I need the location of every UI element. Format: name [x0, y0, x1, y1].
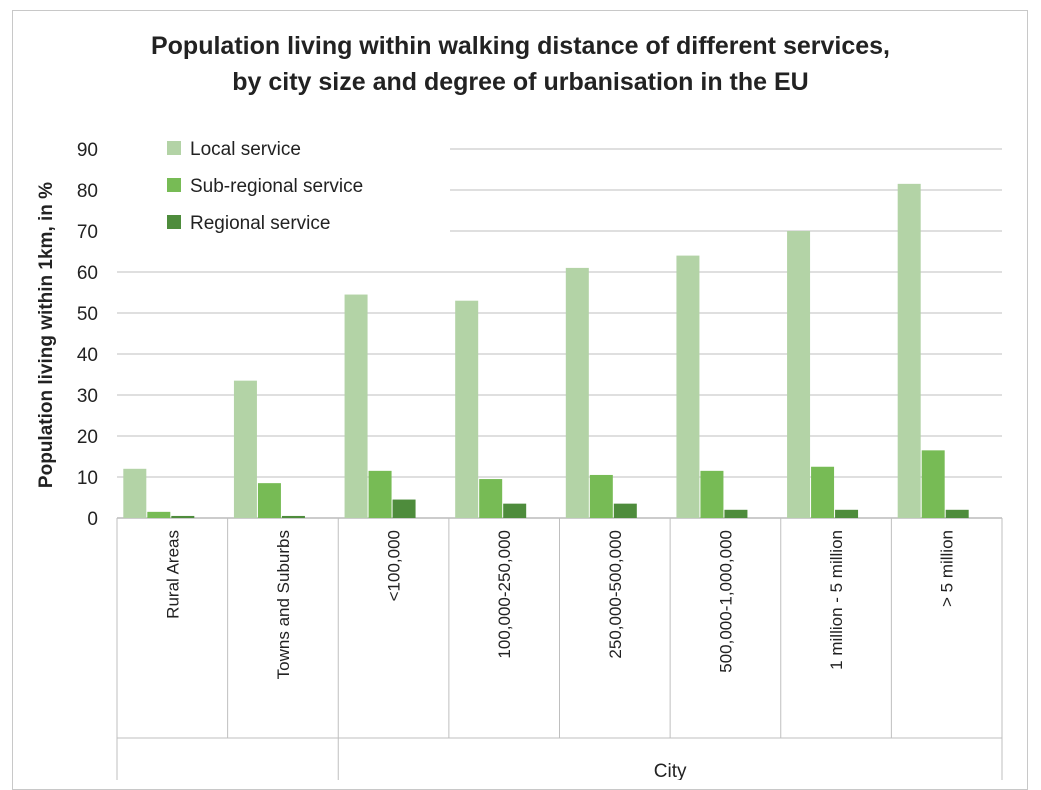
bars — [123, 183, 969, 518]
legend-swatch — [167, 215, 181, 229]
category-label: 1 million - 5 million — [827, 530, 846, 670]
chart-title-line-2: by city size and degree of urbanisation … — [232, 68, 809, 96]
y-tick-label: 20 — [77, 427, 98, 448]
bar-sub-regional-service — [479, 479, 503, 518]
bar-regional-service — [392, 499, 416, 518]
y-tick-label: 80 — [77, 181, 98, 202]
category-label: Rural Areas — [163, 530, 182, 619]
category-label: <100,000 — [385, 530, 404, 601]
legend-swatch — [167, 141, 181, 155]
y-tick-label: 50 — [77, 304, 98, 325]
y-axis-label: Population living within 1km, in % — [36, 182, 57, 488]
category-label: 500,000-1,000,000 — [716, 530, 735, 673]
category-label: Towns and Suburbs — [274, 530, 293, 679]
bar-local-service — [565, 267, 589, 518]
bar-local-service — [897, 183, 921, 518]
bar-local-service — [123, 468, 147, 518]
y-tick-label: 0 — [87, 509, 98, 530]
legend-label: Regional service — [190, 213, 330, 234]
legend-label: Local service — [190, 139, 301, 160]
legend-label: Sub-regional service — [190, 176, 363, 197]
bar-regional-service — [281, 515, 305, 518]
chart-title-line-1: Population living within walking distanc… — [150, 32, 890, 60]
bar-sub-regional-service — [589, 474, 613, 518]
bar-sub-regional-service — [811, 466, 835, 518]
y-tick-label: 30 — [77, 386, 98, 407]
chart-title: Population living within walking distanc… — [0, 28, 1041, 100]
bar-local-service — [676, 255, 700, 518]
bar-sub-regional-service — [257, 483, 281, 518]
bar-sub-regional-service — [368, 470, 392, 518]
bar-regional-service — [724, 509, 748, 518]
bar-local-service — [233, 380, 257, 518]
y-tick-label: 90 — [77, 140, 98, 161]
bar-regional-service — [945, 509, 969, 518]
y-tick-label: 60 — [77, 263, 98, 284]
chart-frame — [12, 10, 1028, 790]
y-tick-label: 70 — [77, 222, 98, 243]
bar-local-service — [455, 300, 479, 518]
category-label: 100,000-250,000 — [495, 530, 514, 659]
bar-sub-regional-service — [147, 511, 171, 518]
category-label: > 5 million — [938, 530, 957, 607]
bar-regional-service — [503, 503, 527, 518]
legend: Local service Sub-regional service Regiona… — [167, 139, 363, 234]
bar-sub-regional-service — [700, 470, 724, 518]
axes: 0 10 20 30 40 50 60 70 80 90 City — [77, 140, 1003, 780]
bar-regional-service — [613, 503, 637, 518]
bar-local-service — [344, 294, 368, 518]
bar-sub-regional-service — [921, 450, 945, 518]
bar-local-service — [787, 231, 811, 518]
bar-regional-service — [835, 509, 859, 518]
category-label: 250,000-500,000 — [606, 530, 625, 659]
y-tick-label: 40 — [77, 345, 98, 366]
group-label-city: City — [654, 761, 687, 780]
bar-regional-service — [171, 515, 195, 518]
y-tick-label: 10 — [77, 468, 98, 489]
category-labels: Rural Areas Towns and Suburbs <100,000 100,… — [163, 530, 956, 679]
legend-swatch — [167, 178, 181, 192]
